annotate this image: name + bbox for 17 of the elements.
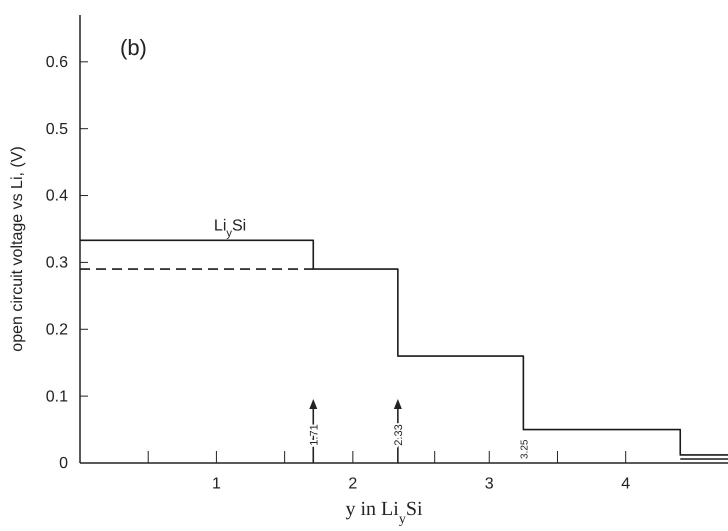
x-tick-label: 4 — [621, 475, 630, 492]
y-tick-label: 0.5 — [46, 120, 68, 138]
y-tick-label: 0 — [59, 455, 68, 472]
ref-line-label: 2.33 — [392, 424, 405, 446]
y-tick-label: 0.1 — [46, 388, 68, 406]
annotation: Li$_{y}$Si — [214, 217, 246, 240]
x-tick-label: 1 — [212, 475, 221, 492]
y-axis-title: open circuit voltage vs Li, (V) — [9, 146, 26, 352]
x-tick-label: 3 — [484, 475, 494, 492]
annotation: (b) — [120, 35, 147, 60]
x-axis-title: y in Li$_{y}$Si — [345, 498, 423, 526]
annotation: 3.25 — [519, 439, 530, 459]
y-tick-label: 0.6 — [46, 54, 68, 71]
y-tick-label: 0.2 — [46, 321, 68, 338]
y-tick-label: 0.4 — [46, 188, 68, 205]
x-tick-label: 2 — [348, 475, 358, 492]
y-tick-label: 0.3 — [46, 254, 68, 272]
